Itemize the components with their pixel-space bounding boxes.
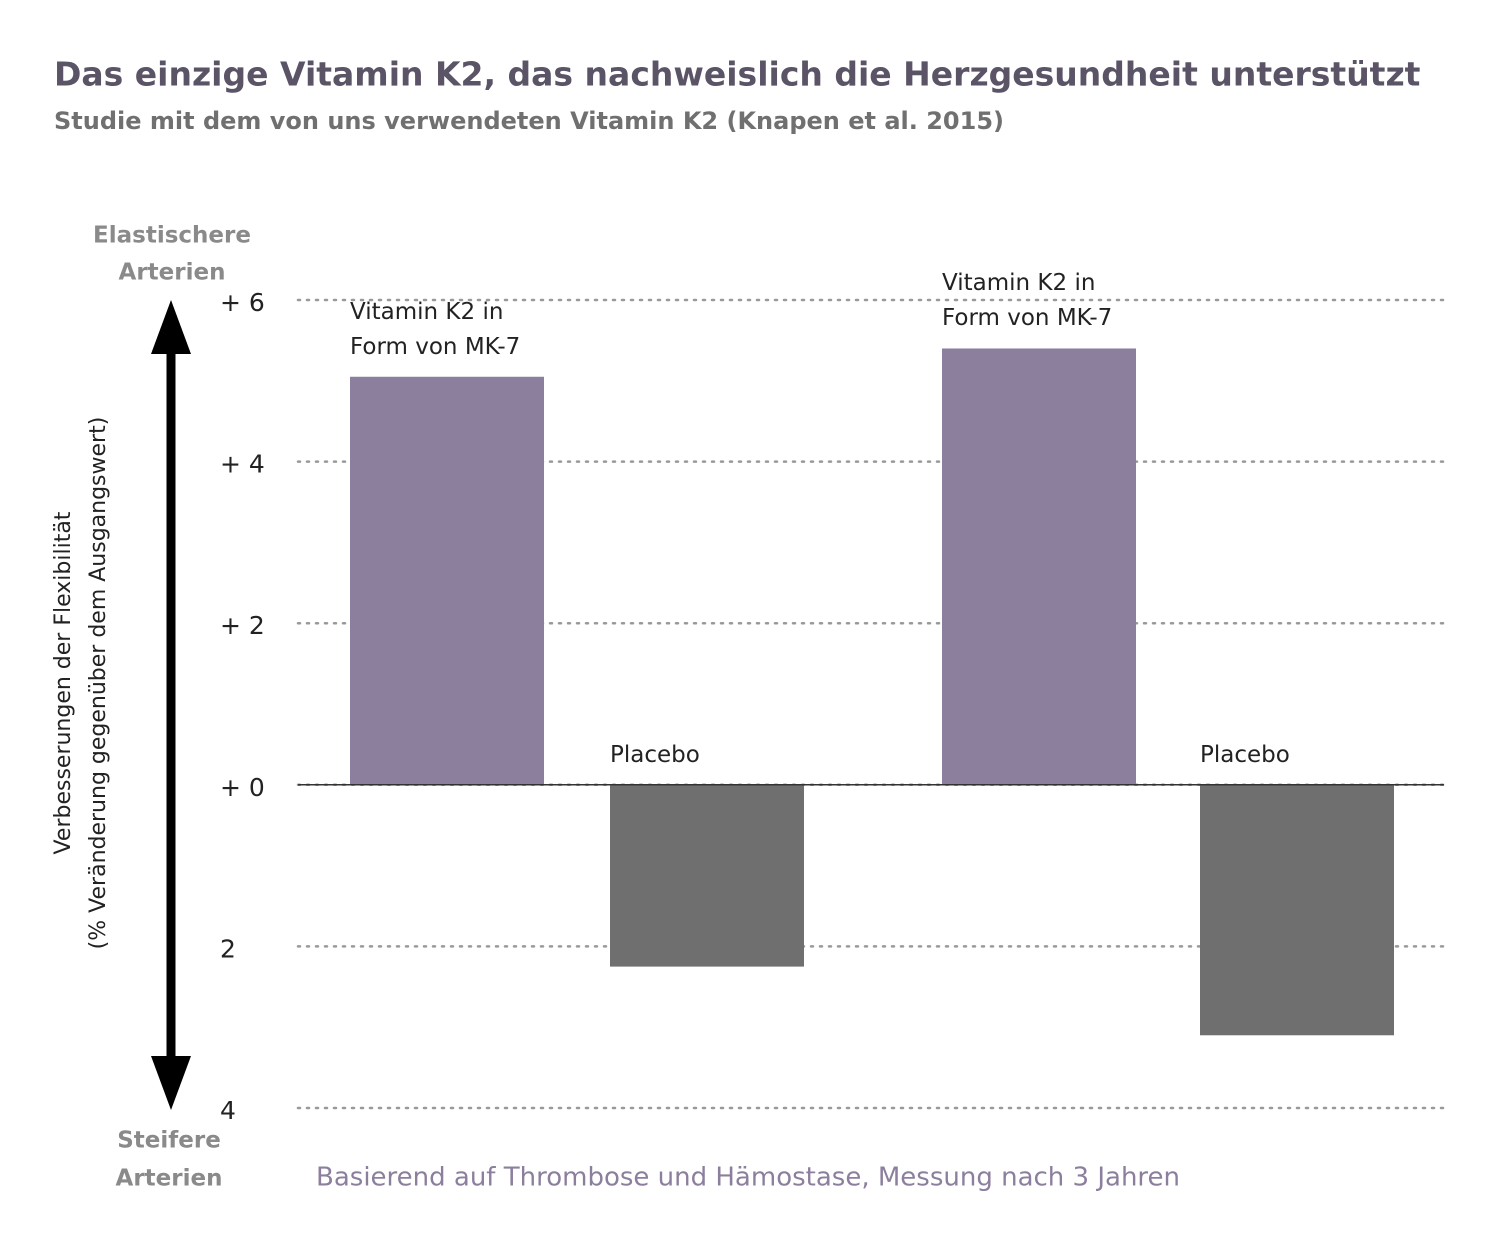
bar-label: Vitamin K2 in Form von MK-7 — [942, 270, 1113, 332]
y-tick-label: + 0 — [220, 773, 265, 802]
y-tick-label: 4 — [220, 1096, 236, 1125]
bar — [942, 348, 1136, 785]
bar — [610, 784, 804, 967]
bar-label: Vitamin K2 in Form von MK-7 — [350, 298, 521, 360]
bottom-note: Arterien — [116, 1166, 223, 1192]
chart-subtitle: Studie mit dem von uns verwendeten Vitam… — [54, 107, 1004, 135]
footnote: Basierend auf Thrombose und Hämostase, M… — [316, 1163, 1180, 1193]
y-axis-label: (% Veränderung gegenüber dem Ausgangswer… — [86, 417, 111, 950]
bar — [1200, 784, 1394, 1036]
y-tick-label: + 4 — [220, 450, 265, 479]
bar-label: Placebo — [610, 741, 700, 768]
bar — [350, 376, 544, 785]
y-tick-label: + 2 — [220, 611, 265, 640]
y-tick-label: 2 — [220, 934, 236, 963]
double-arrow — [151, 300, 191, 1110]
chart-title: Das einzige Vitamin K2, das nachweislich… — [54, 55, 1421, 94]
bar-label: Placebo — [1200, 741, 1290, 768]
top-note: Elastischere — [93, 223, 251, 249]
y-axis-label: Verbesserungen der Flexibilität — [51, 511, 76, 854]
top-note: Arterien — [119, 260, 226, 286]
y-tick-label: + 6 — [220, 288, 265, 317]
bottom-note: Steifere — [117, 1128, 221, 1154]
